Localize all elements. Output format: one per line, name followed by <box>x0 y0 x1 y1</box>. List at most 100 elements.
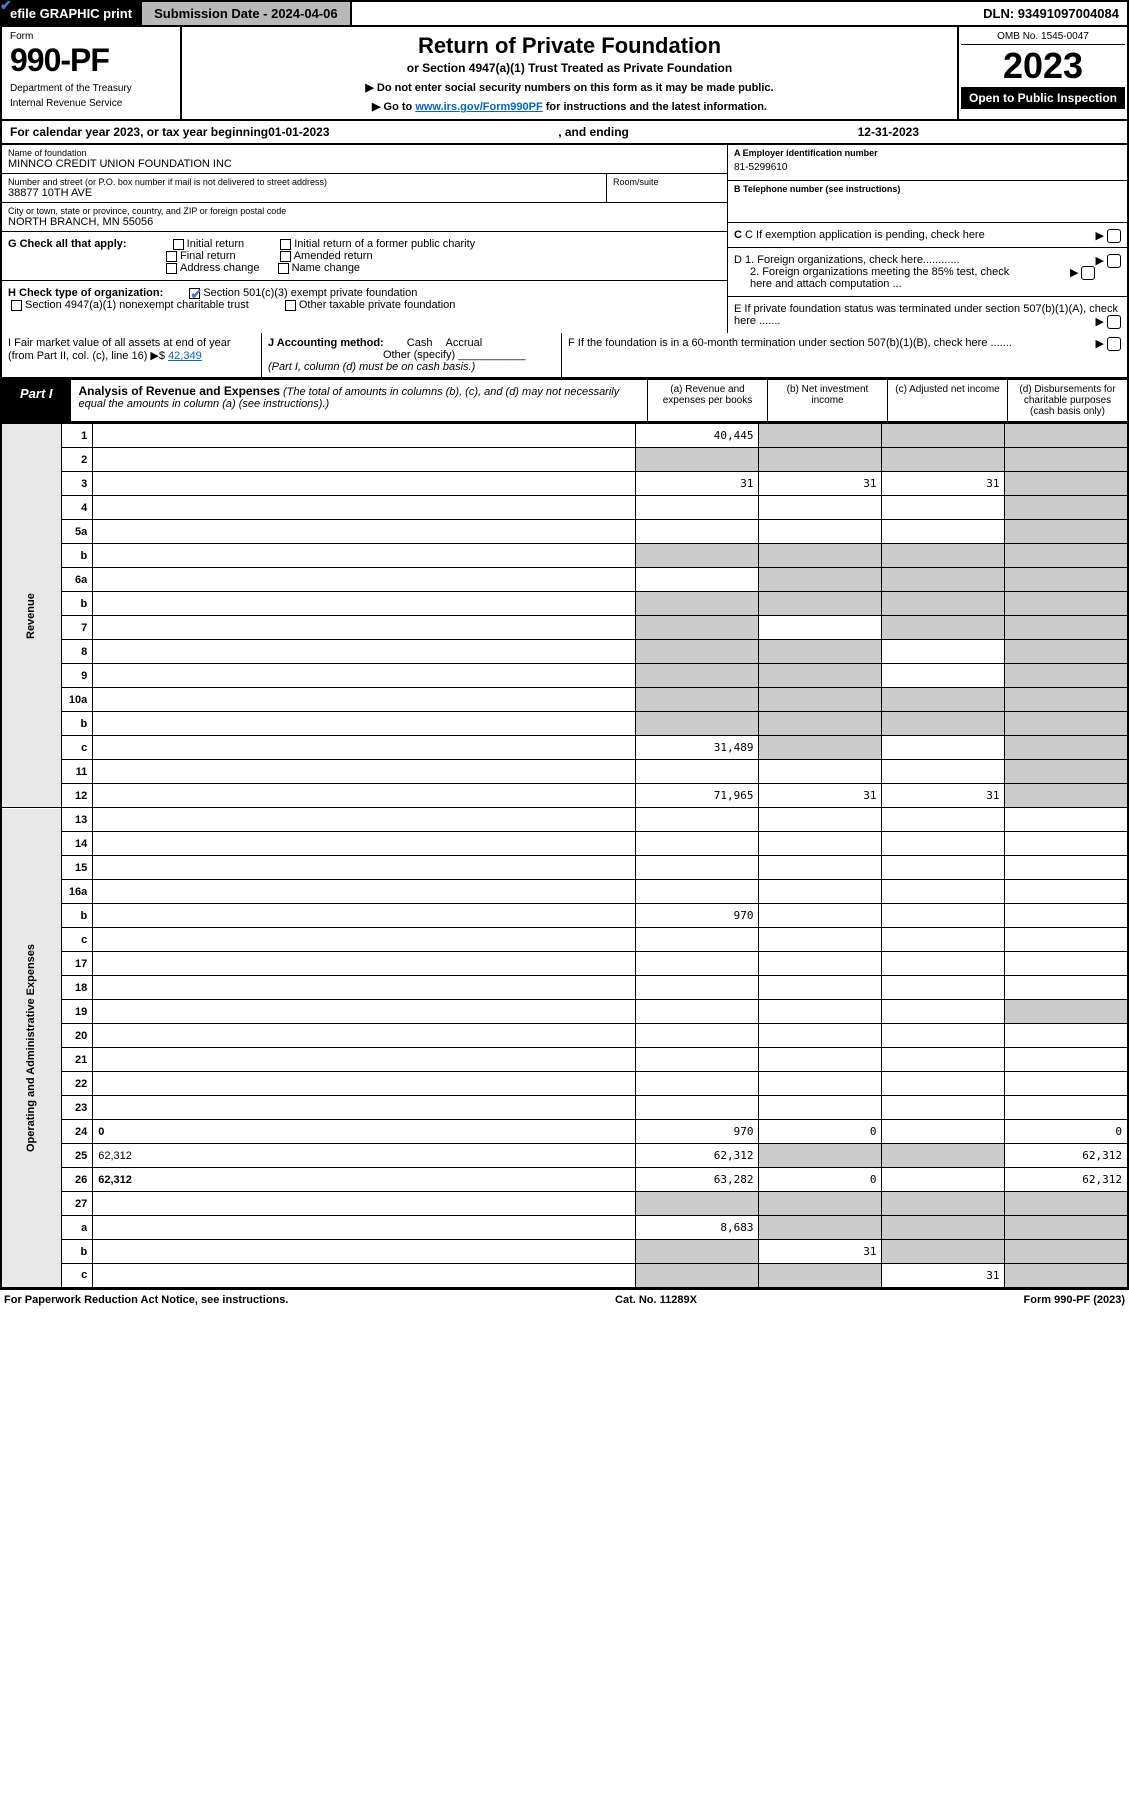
amt-c <box>882 1240 1005 1264</box>
amt-b <box>759 568 882 592</box>
line-desc <box>93 856 636 880</box>
amt-b <box>759 880 882 904</box>
ij-row: I Fair market value of all assets at end… <box>0 333 1129 379</box>
g-check-row: G Check all that apply: Initial return I… <box>2 232 727 281</box>
line-row: 14 <box>1 832 1128 856</box>
omb-number: OMB No. 1545-0047 <box>961 29 1125 45</box>
amt-c <box>882 808 1005 832</box>
line-desc <box>93 616 636 640</box>
amt-c <box>882 592 1005 616</box>
amt-a <box>636 448 759 472</box>
amt-d <box>1005 688 1128 712</box>
cb-85pct[interactable] <box>1081 266 1095 280</box>
line-desc <box>93 1192 636 1216</box>
fmv-value[interactable]: 42,349 <box>168 350 202 362</box>
line-num: b <box>62 904 93 928</box>
amt-a <box>636 1240 759 1264</box>
amt-a <box>636 1048 759 1072</box>
amt-a: 8,683 <box>636 1216 759 1240</box>
amt-c <box>882 664 1005 688</box>
amt-b <box>759 496 882 520</box>
amt-b <box>759 1144 882 1168</box>
f-row: F If the foundation is in a 60-month ter… <box>562 333 1127 377</box>
cb-501c3[interactable] <box>189 288 200 299</box>
line-num: 11 <box>62 760 93 784</box>
amt-a <box>636 712 759 736</box>
amt-b <box>759 808 882 832</box>
line-num: 4 <box>62 496 93 520</box>
amt-b: 31 <box>759 784 882 808</box>
instructions-link[interactable]: www.irs.gov/Form990PF <box>415 101 542 113</box>
amt-c <box>882 1192 1005 1216</box>
line-row: 4 <box>1 496 1128 520</box>
amt-a: 970 <box>636 1120 759 1144</box>
cb-status-terminated[interactable] <box>1107 315 1121 329</box>
line-row: 16a <box>1 880 1128 904</box>
amt-b <box>759 664 882 688</box>
amt-b <box>759 832 882 856</box>
cb-60month[interactable] <box>1107 337 1121 351</box>
line-num: c <box>62 736 93 760</box>
line-row: 23 <box>1 1096 1128 1120</box>
cb-exemption-pending[interactable] <box>1107 229 1121 243</box>
line-num: 18 <box>62 976 93 1000</box>
amt-d <box>1005 952 1128 976</box>
cb-4947[interactable] <box>11 300 22 311</box>
line-num: 8 <box>62 640 93 664</box>
amt-b <box>759 736 882 760</box>
submission-date: Submission Date - 2024-04-06 <box>140 2 352 25</box>
note-link: ▶ Go to www.irs.gov/Form990PF for instru… <box>194 100 945 113</box>
amt-a <box>636 592 759 616</box>
line-desc <box>93 568 636 592</box>
amt-c <box>882 1072 1005 1096</box>
amt-b <box>759 1096 882 1120</box>
cb-other-taxable[interactable] <box>285 300 296 311</box>
line-row: 3313131 <box>1 472 1128 496</box>
amt-c <box>882 928 1005 952</box>
line-desc: 0 <box>93 1120 636 1144</box>
amt-b <box>759 1072 882 1096</box>
efile-label: efile GRAPHIC print <box>2 2 140 25</box>
line-num: 22 <box>62 1072 93 1096</box>
amt-b: 0 <box>759 1120 882 1144</box>
amt-b <box>759 520 882 544</box>
cb-address-change[interactable] <box>166 263 177 274</box>
amt-b <box>759 976 882 1000</box>
amt-d <box>1005 520 1128 544</box>
cb-name-change[interactable] <box>278 263 289 274</box>
amt-a <box>636 760 759 784</box>
cb-amended[interactable] <box>280 251 291 262</box>
col-c-hdr: (c) Adjusted net income <box>887 380 1007 421</box>
amt-a <box>636 880 759 904</box>
revenue-tab: Revenue <box>1 424 62 808</box>
line-row: 9 <box>1 664 1128 688</box>
ein: 81-5299610 <box>734 158 1121 177</box>
amt-d <box>1005 1216 1128 1240</box>
line-num: c <box>62 928 93 952</box>
amt-b <box>759 712 882 736</box>
cb-initial-return[interactable] <box>173 239 184 250</box>
line-num: 25 <box>62 1144 93 1168</box>
line-desc <box>93 520 636 544</box>
line-num: 6a <box>62 568 93 592</box>
amt-b: 31 <box>759 1240 882 1264</box>
amt-c <box>882 856 1005 880</box>
amt-c <box>882 976 1005 1000</box>
line-num: 2 <box>62 448 93 472</box>
line-row: a8,683 <box>1 1216 1128 1240</box>
amt-b <box>759 952 882 976</box>
line-row: 7 <box>1 616 1128 640</box>
line-desc <box>93 1216 636 1240</box>
cb-final-return[interactable] <box>166 251 177 262</box>
info-section: Name of foundation MINNCO CREDIT UNION F… <box>0 145 1129 333</box>
amt-a <box>636 1192 759 1216</box>
amt-a: 31 <box>636 472 759 496</box>
line-desc <box>93 448 636 472</box>
amt-b <box>759 1192 882 1216</box>
cb-foreign-org[interactable] <box>1107 254 1121 268</box>
cb-initial-former[interactable] <box>280 239 291 250</box>
tax-year: 2023 <box>961 45 1125 87</box>
amt-b <box>759 904 882 928</box>
amt-c <box>882 1144 1005 1168</box>
amt-d <box>1005 1072 1128 1096</box>
